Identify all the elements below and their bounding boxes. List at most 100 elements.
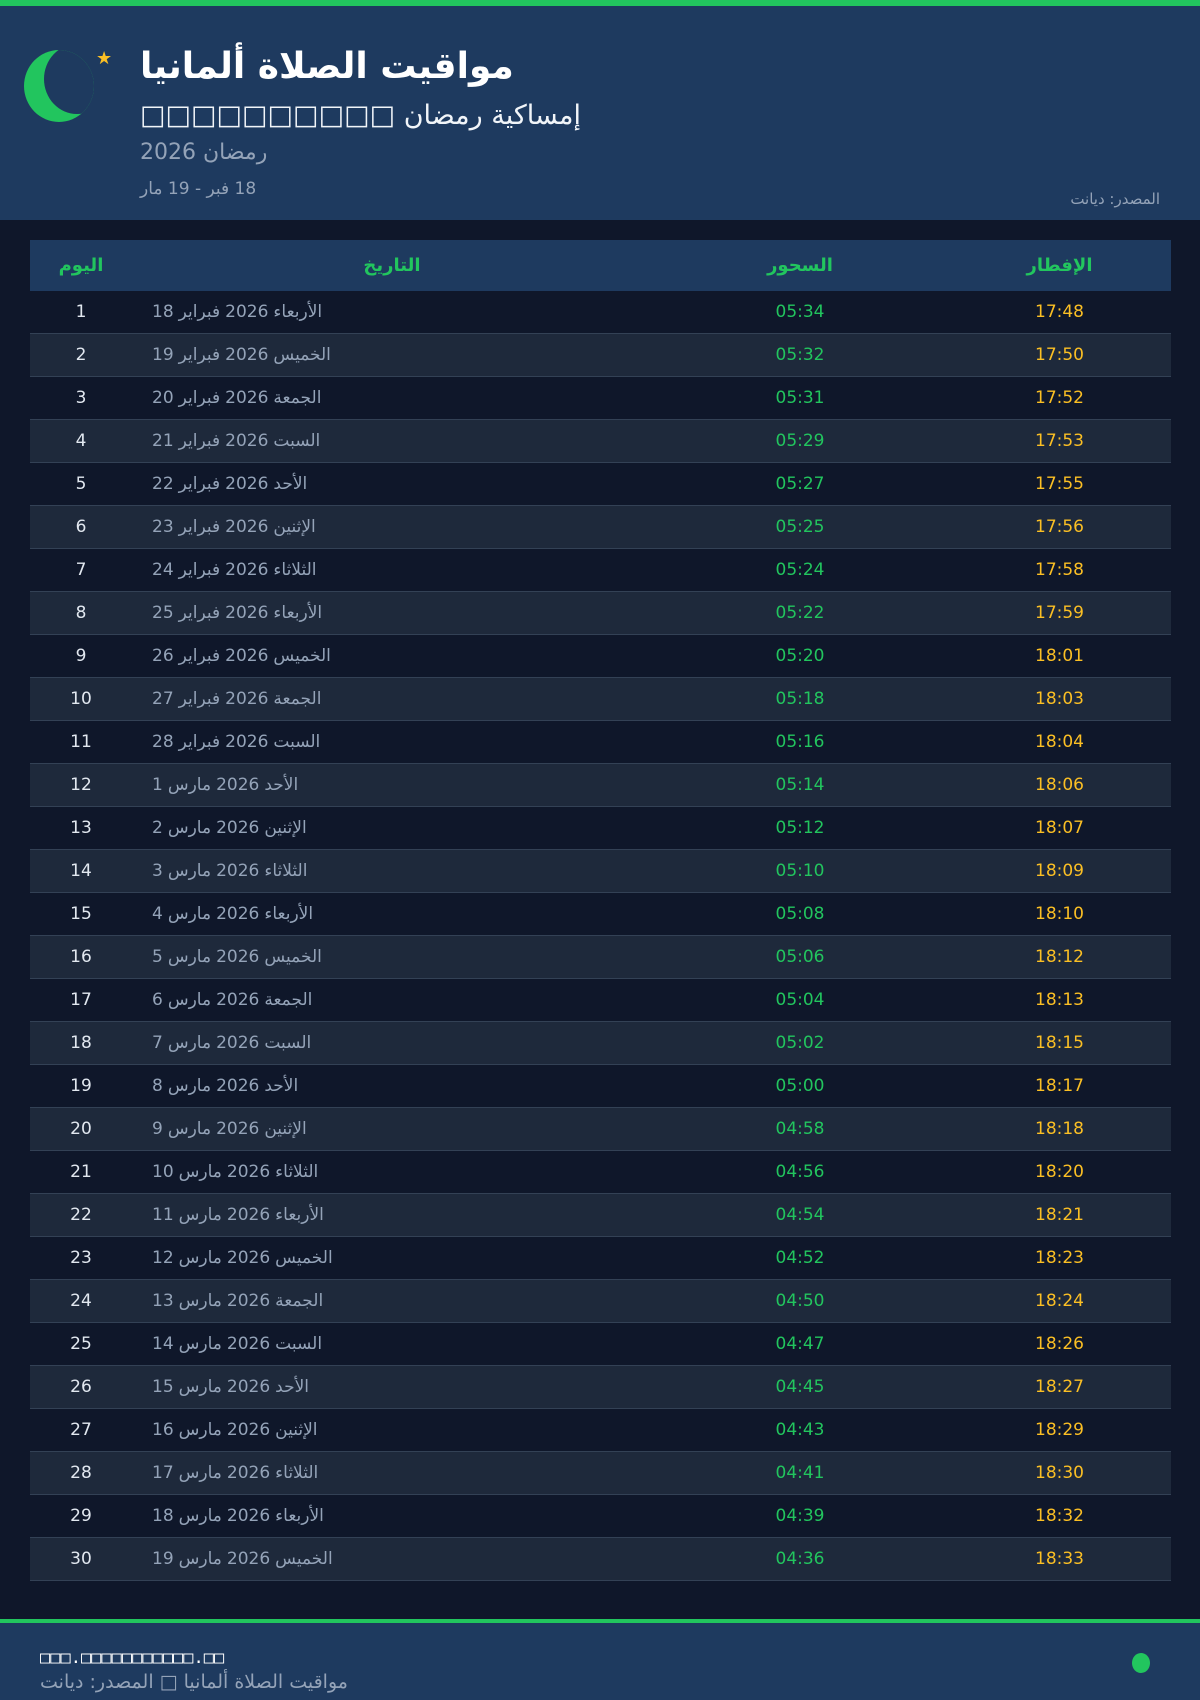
date-day: 19: [152, 345, 174, 365]
day-number: 12: [70, 775, 92, 795]
date-year: 2026: [225, 474, 269, 494]
day-number: 28: [70, 1463, 92, 1483]
iftar-time: 18:23: [1035, 1248, 1084, 1268]
date-day: 12: [152, 1248, 174, 1268]
day-number: 27: [70, 1420, 92, 1440]
table-row: 28 17 مارس 2026 الثلاثاء 04:41 18:30: [30, 1452, 1171, 1495]
date-year: 2026: [216, 1119, 260, 1139]
date-weekday: الثلاثاء: [264, 861, 308, 881]
sahur-time: 05:22: [775, 603, 825, 623]
date-weekday: الخميس: [264, 947, 322, 967]
iftar-time: 18:03: [1035, 689, 1084, 709]
date-day: 6: [152, 990, 163, 1010]
date-weekday: الثلاثاء: [273, 560, 317, 580]
sahur-time: 05:06: [775, 947, 825, 967]
table-row: 14 3 مارس 2026 الثلاثاء 05:10 18:09: [30, 850, 1171, 893]
day-number: 5: [75, 474, 87, 494]
iftar-time: 18:33: [1035, 1549, 1084, 1569]
date-day: 5: [152, 947, 163, 967]
sahur-time: 05:27: [775, 474, 825, 494]
table-row: 2 19 فبراير 2026 الخميس 05:32 17:50: [30, 334, 1171, 377]
date-year: 2026: [226, 1205, 271, 1225]
date-month: مارس: [167, 1033, 212, 1053]
date-month: فبراير: [178, 732, 221, 752]
sahur-time: 05:12: [775, 818, 825, 838]
date-cell: 8 مارس 2026 الأحد: [132, 1076, 652, 1096]
day-number: 21: [70, 1162, 92, 1182]
date-weekday: الإثنين: [273, 517, 316, 537]
date-month: مارس: [167, 904, 212, 924]
date-month: مارس: [178, 1506, 222, 1526]
date-weekday: الخميس: [273, 646, 331, 666]
table-row: 18 7 مارس 2026 السبت 05:02 18:15: [30, 1022, 1171, 1065]
day-number: 6: [75, 517, 87, 537]
date-year: 2026: [226, 1162, 271, 1182]
day-number: 9: [75, 646, 87, 666]
date-year: 2026: [216, 990, 260, 1010]
column-header-sahur: السحور: [767, 255, 833, 276]
date-cell: 21 فبراير 2026 السبت: [132, 431, 652, 451]
day-number: 15: [70, 904, 92, 924]
date-weekday: الأربعاء: [275, 1205, 324, 1225]
season-label: رمضان 2026: [140, 140, 268, 165]
sahur-time: 04:58: [775, 1119, 825, 1139]
iftar-time: 18:21: [1035, 1205, 1084, 1225]
footer-accent-bar: [0, 1619, 1200, 1623]
sahur-time: 05:08: [775, 904, 825, 924]
timetable: اليوم التاريخ السحور الإفطار 1 18 فبراير 20…: [30, 240, 1171, 1581]
iftar-time: 18:24: [1035, 1291, 1084, 1311]
sahur-time: 05:16: [775, 732, 825, 752]
iftar-time: 18:17: [1035, 1076, 1084, 1096]
date-month: فبراير: [178, 474, 221, 494]
table-row: 20 9 مارس 2026 الإثنين 04:58 18:18: [30, 1108, 1171, 1151]
date-month: مارس: [167, 775, 212, 795]
date-month: مارس: [167, 818, 212, 838]
date-day: 25: [152, 603, 174, 623]
table-row: 1 18 فبراير 2026 الأربعاء 05:34 17:48: [30, 291, 1171, 334]
date-month: مارس: [167, 990, 212, 1010]
date-day: 26: [152, 646, 174, 666]
date-weekday: الجمعة: [273, 388, 322, 408]
date-year: 2026: [216, 947, 260, 967]
table-row: 10 27 فبراير 2026 الجمعة 05:18 18:03: [30, 678, 1171, 721]
date-day: 11: [152, 1205, 174, 1225]
day-number: 17: [70, 990, 92, 1010]
date-month: مارس: [167, 947, 212, 967]
date-weekday: السبت: [264, 1033, 312, 1053]
date-weekday: الخميس: [275, 1248, 333, 1268]
day-number: 3: [75, 388, 87, 408]
top-accent-bar: [0, 0, 1200, 6]
date-day: 8: [152, 1076, 163, 1096]
sahur-time: 04:43: [775, 1420, 825, 1440]
date-year: 2026: [226, 1248, 271, 1268]
date-cell: 16 مارس 2026 الإثنين: [132, 1420, 652, 1440]
date-cell: 4 مارس 2026 الأربعاء: [132, 904, 652, 924]
day-number: 25: [70, 1334, 92, 1354]
date-year: 2026: [226, 1291, 271, 1311]
date-weekday: السبت: [273, 732, 321, 752]
date-weekday: الأربعاء: [273, 302, 323, 322]
date-cell: 10 مارس 2026 الثلاثاء: [132, 1162, 652, 1182]
date-month: مارس: [178, 1549, 222, 1569]
date-day: 27: [152, 689, 174, 709]
date-cell: 22 فبراير 2026 الأحد: [132, 474, 652, 494]
date-day: 4: [152, 904, 163, 924]
date-month: فبراير: [178, 345, 221, 365]
date-year: 2026: [225, 732, 269, 752]
date-weekday: الأربعاء: [264, 904, 314, 924]
table-row: 19 8 مارس 2026 الأحد 05:00 18:17: [30, 1065, 1171, 1108]
date-year: 2026: [225, 560, 269, 580]
footer-url[interactable]: □□□.□□□□□□□□□□□.□□: [40, 1648, 225, 1668]
date-cell: 18 مارس 2026 الأربعاء: [132, 1506, 652, 1526]
day-number: 7: [75, 560, 87, 580]
iftar-time: 18:27: [1035, 1377, 1084, 1397]
date-month: مارس: [167, 1076, 212, 1096]
iftar-time: 17:53: [1035, 431, 1084, 451]
footer-text: مواقيت الصلاة ألمانيا □ المصدر: ديانت: [40, 1671, 348, 1693]
date-cell: 1 مارس 2026 الأحد: [132, 775, 652, 795]
day-number: 13: [70, 818, 92, 838]
date-cell: 3 مارس 2026 الثلاثاء: [132, 861, 652, 881]
sahur-time: 04:45: [775, 1377, 825, 1397]
table-row: 8 25 فبراير 2026 الأربعاء 05:22 17:59: [30, 592, 1171, 635]
date-weekday: الثلاثاء: [275, 1162, 319, 1182]
